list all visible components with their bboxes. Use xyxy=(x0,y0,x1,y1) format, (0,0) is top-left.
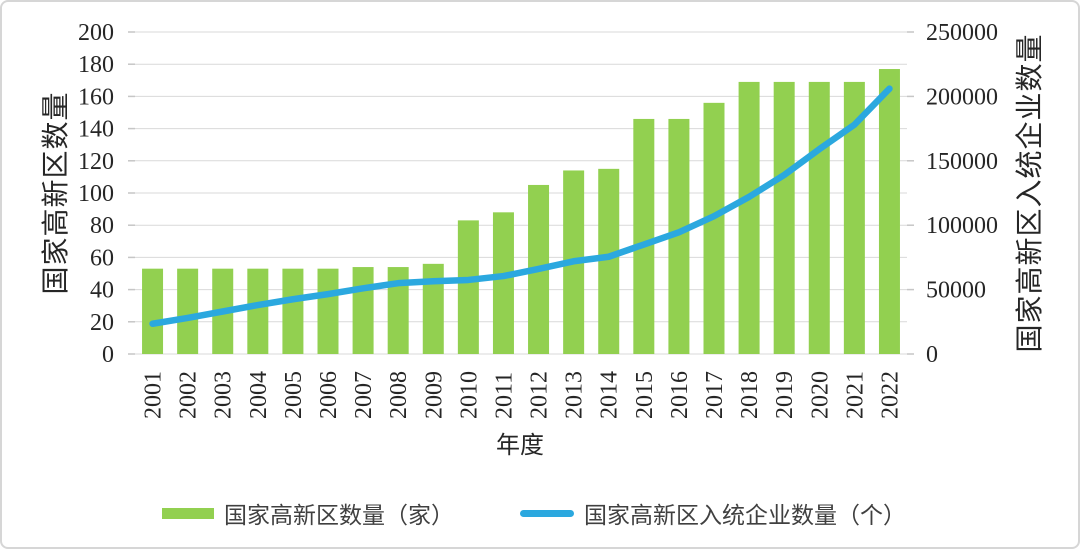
bar-2014 xyxy=(598,168,620,354)
bar-2007 xyxy=(352,267,374,354)
x-tick-label: 2008 xyxy=(386,371,412,419)
legend-line-swatch-icon xyxy=(520,509,574,517)
bar-2008 xyxy=(387,267,409,354)
left-axis-tick-label: 140 xyxy=(78,117,114,143)
x-tick-label: 2022 xyxy=(877,371,903,419)
x-axis-title: 年度 xyxy=(496,433,544,459)
x-tick-label: 2005 xyxy=(281,371,307,419)
bar-2021 xyxy=(843,81,865,354)
bar-2002 xyxy=(177,268,199,354)
bar-2004 xyxy=(247,268,269,354)
left-axis-tick-label: 80 xyxy=(90,213,114,239)
x-tick-label: 2015 xyxy=(632,371,658,419)
x-tick-label: 2014 xyxy=(597,371,623,419)
left-axis-tick-label: 200 xyxy=(78,20,114,46)
bar-2020 xyxy=(808,81,830,354)
legend-item-line: 国家高新区入统企业数量（个） xyxy=(520,496,906,530)
x-tick-label: 2007 xyxy=(351,371,377,419)
right-axis-title: 国家高新区入统企业数量 xyxy=(1015,33,1046,353)
right-axis-tick-label: 0 xyxy=(926,342,938,368)
bar-2022 xyxy=(878,69,900,354)
x-tick-label: 2013 xyxy=(562,371,588,419)
right-axis-tick-label: 250000 xyxy=(926,20,998,46)
legend-item-bars: 国家高新区数量（家） xyxy=(162,496,454,530)
left-axis-tick-label: 120 xyxy=(78,149,114,175)
left-axis-tick-label: 40 xyxy=(90,278,114,304)
left-axis-tick-label: 180 xyxy=(78,52,114,78)
legend: 国家高新区数量（家） 国家高新区入统企业数量（个） xyxy=(2,496,1080,530)
x-tick-label: 2004 xyxy=(246,371,272,419)
right-axis-tick-label: 200000 xyxy=(926,84,998,110)
left-axis-tick-label: 20 xyxy=(90,310,114,336)
x-tick-label: 2012 xyxy=(527,371,553,419)
legend-bar-label: 国家高新区数量（家） xyxy=(224,503,454,528)
bar-2017 xyxy=(703,102,725,354)
x-tick-label: 2001 xyxy=(141,371,167,419)
x-tick-label: 2010 xyxy=(456,371,482,419)
bar-2005 xyxy=(282,268,304,354)
legend-line-label: 国家高新区入统企业数量（个） xyxy=(584,503,906,528)
x-tick-label: 2019 xyxy=(772,371,798,419)
left-axis-tick-label: 60 xyxy=(90,245,114,271)
x-tick-label: 2021 xyxy=(842,371,868,419)
x-tick-label: 2020 xyxy=(807,371,833,419)
bar-2010 xyxy=(457,220,479,354)
x-tick-label: 2006 xyxy=(316,371,342,419)
line-series xyxy=(149,85,893,327)
legend-bar-swatch-icon xyxy=(162,507,214,519)
left-axis-title: 国家高新区数量 xyxy=(41,91,72,295)
x-tick-label: 2002 xyxy=(176,371,202,419)
left-axis-tick-label: 160 xyxy=(78,84,114,110)
bar-2016 xyxy=(668,118,690,354)
bar-2019 xyxy=(773,81,795,354)
bar-2018 xyxy=(738,81,760,354)
x-tick-label: 2003 xyxy=(211,371,237,419)
bar-2011 xyxy=(492,212,514,354)
x-tick-label: 2018 xyxy=(737,371,763,419)
left-axis-tick-label: 100 xyxy=(78,181,114,207)
left-axis-tick-label: 0 xyxy=(102,342,114,368)
bar-2006 xyxy=(317,268,339,354)
right-axis-tick-label: 150000 xyxy=(926,149,998,175)
x-tick-label: 2011 xyxy=(491,372,517,419)
bar-2001 xyxy=(142,268,164,354)
bar-2015 xyxy=(633,118,655,354)
right-axis-tick-label: 50000 xyxy=(926,278,986,304)
x-tick-label: 2017 xyxy=(702,371,728,419)
x-tick-label: 2009 xyxy=(421,371,447,419)
x-tick-label: 2016 xyxy=(667,371,693,419)
bar-2009 xyxy=(422,263,444,354)
right-axis-tick-label: 100000 xyxy=(926,213,998,239)
combo-chart-plot: 0 20 40 60 80 100 120 140 160 180 200 0 50000 100000 1… xyxy=(78,20,998,419)
